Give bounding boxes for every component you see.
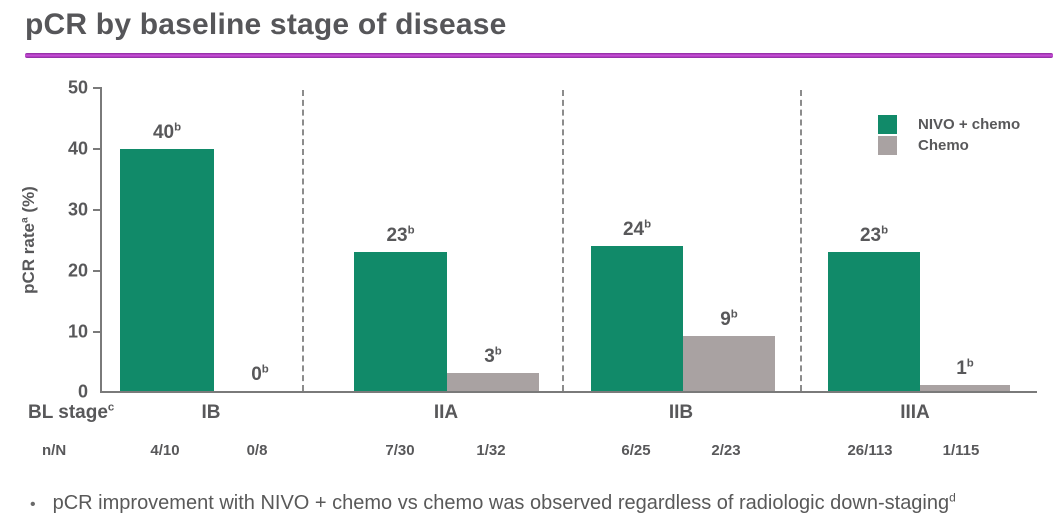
- nN-chemo-iia: 1/32: [476, 442, 506, 459]
- bar-value-label: 9b: [720, 309, 738, 331]
- y-tick-20: 20: [67, 260, 88, 281]
- bl-stage-row: BL stagec IB IIA IIB IIIA: [0, 402, 1055, 426]
- bar-nivo-chemo-iiia: 23b: [828, 225, 920, 391]
- bar-value-label: 0b: [251, 364, 269, 386]
- y-axis-title-superscript: a: [19, 217, 31, 223]
- page-title: pCR by baseline stage of disease: [25, 8, 507, 41]
- bar-value-superscript: b: [407, 224, 415, 237]
- bl-stage-label-superscript: c: [107, 401, 115, 414]
- y-axis-title-unit: (%): [19, 186, 38, 218]
- stage-label-iiia: IIIA: [900, 402, 930, 423]
- nN-nivo-iia: 7/30: [385, 442, 415, 459]
- bar-value-label: 23b: [386, 225, 414, 247]
- stage-label-ib: IB: [201, 402, 221, 423]
- stage-label-iia: IIA: [433, 402, 459, 423]
- bar-chemo-iib: 9b: [683, 309, 775, 391]
- nN-nivo-ib: 4/10: [150, 442, 180, 459]
- y-tick-10: 10: [67, 321, 88, 342]
- y-tickmark: [93, 209, 102, 211]
- group-divider-dashed: [800, 90, 802, 391]
- group-divider-dashed: [562, 90, 564, 391]
- nN-nivo-iiia: 26/113: [847, 442, 893, 459]
- nN-chemo-iiia: 1/115: [942, 442, 980, 459]
- bullet-point: • pCR improvement with NIVO + chemo vs c…: [30, 490, 956, 515]
- y-axis-tick-labels: 50 40 30 20 10 0: [52, 78, 88, 402]
- bar-value: 1: [956, 357, 967, 379]
- bl-stage-label-text: BL stage: [28, 402, 108, 423]
- bar-chemo-iiia: 1b: [920, 358, 1010, 391]
- bar-value-label: 3b: [484, 346, 502, 368]
- stage-label-iib: IIB: [668, 402, 694, 423]
- y-tickmark: [93, 148, 102, 150]
- plot-area: 40b 0b 23b 3b 24b 9b 23b 1b: [93, 87, 1037, 393]
- bar-chemo-iia: 3b: [447, 346, 539, 391]
- bullet-marker: •: [30, 496, 36, 513]
- legend-swatch-chemo: [878, 136, 897, 155]
- bullet-superscript: d: [949, 490, 956, 505]
- bar-value: 3: [484, 345, 495, 367]
- bar-value: 40: [152, 121, 175, 143]
- bl-stage-row-label: BL stagec: [28, 402, 114, 424]
- bar-value: 24: [622, 218, 645, 240]
- y-axis-title: pCR ratea (%): [19, 186, 39, 294]
- bar-value-superscript: b: [966, 357, 974, 370]
- y-tickmark: [93, 87, 102, 89]
- n-over-N-row-label: n/N: [42, 442, 67, 459]
- bar-value-label: 23b: [860, 225, 888, 247]
- n-over-N-row: n/N 4/10 0/8 7/30 1/32 6/25 2/23 26/113 …: [0, 442, 1055, 462]
- nN-nivo-iib: 6/25: [621, 442, 651, 459]
- y-tick-0: 0: [77, 381, 88, 402]
- bullet-text-main: pCR improvement with NIVO + chemo vs che…: [52, 492, 950, 514]
- y-tickmark: [93, 331, 102, 333]
- bar-value-superscript: b: [174, 121, 182, 134]
- bar-value-label: 40b: [153, 122, 181, 144]
- bar-value-superscript: b: [730, 309, 738, 322]
- bar-value-label: 1b: [956, 358, 974, 380]
- bar-value: 0: [251, 364, 262, 385]
- bar-nivo-chemo-ib: 40b: [120, 122, 214, 391]
- nN-chemo-ib: 0/8: [246, 442, 268, 459]
- bar-nivo-chemo-iib: 24b: [591, 219, 683, 391]
- bar-value-superscript: b: [881, 224, 889, 237]
- group-divider-dashed: [302, 90, 304, 391]
- legend-label-chemo: Chemo: [918, 137, 969, 154]
- nN-chemo-iib: 2/23: [711, 442, 741, 459]
- legend-item-nivo-chemo: NIVO + chemo: [878, 114, 1020, 135]
- bar-value-superscript: b: [261, 363, 269, 376]
- title-underline-rule: [25, 53, 1053, 58]
- y-tick-40: 40: [67, 138, 88, 159]
- legend: NIVO + chemo Chemo: [878, 114, 1020, 156]
- y-tick-50: 50: [67, 77, 88, 98]
- bar-value: 23: [386, 224, 408, 246]
- legend-label-nivo-chemo: NIVO + chemo: [918, 116, 1021, 133]
- y-tickmark: [93, 270, 102, 272]
- bar-value-superscript: b: [494, 345, 502, 358]
- y-tick-30: 30: [67, 199, 88, 220]
- bullet-text: pCR improvement with NIVO + chemo vs che…: [52, 490, 956, 515]
- legend-item-chemo: Chemo: [878, 135, 1020, 156]
- legend-swatch-nivo-chemo: [878, 115, 897, 134]
- y-axis-title-text: pCR rate: [19, 222, 38, 294]
- bar-nivo-chemo-iia: 23b: [354, 225, 447, 391]
- bar-value-superscript: b: [644, 218, 652, 231]
- bar-value: 23: [859, 224, 882, 246]
- bar-value: 9: [720, 309, 731, 331]
- bar-value-label: 24b: [623, 219, 651, 241]
